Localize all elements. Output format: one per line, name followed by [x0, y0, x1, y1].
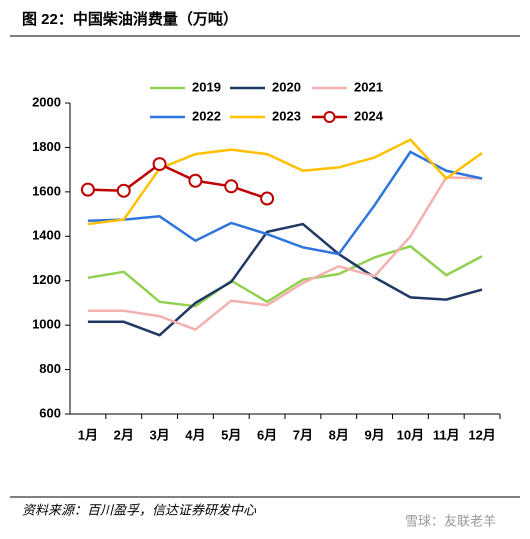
series-line — [87, 222, 483, 337]
point-marker — [224, 179, 239, 194]
series-line — [87, 244, 483, 308]
point-marker — [188, 173, 203, 188]
x-tick-label: 8月 — [329, 427, 349, 442]
series-line — [87, 176, 483, 332]
series-line — [87, 162, 268, 200]
y-tick-label: 1000 — [32, 317, 61, 332]
y-tick-label: 2000 — [32, 94, 61, 109]
x-tick-label: 2月 — [114, 427, 134, 442]
series-line — [87, 138, 483, 226]
legend-label: 2024 — [354, 108, 384, 123]
source: 资料来源：百川盈孚，信达证券研发中心 — [22, 502, 257, 517]
y-tick-label: 1600 — [32, 183, 61, 198]
y-tick-label: 800 — [39, 361, 61, 376]
legend-label: 2023 — [272, 108, 301, 123]
legend-label: 2022 — [192, 108, 221, 123]
x-tick-label: 5月 — [221, 427, 241, 442]
x-tick-label: 7月 — [293, 427, 313, 442]
point-marker — [260, 191, 275, 206]
y-tick-label: 1800 — [32, 139, 61, 154]
watermark: 雪球：友联老羊 — [405, 513, 496, 528]
x-tick-label: 10月 — [397, 427, 424, 442]
x-tick-label: 6月 — [257, 427, 277, 442]
x-tick-label: 3月 — [149, 427, 169, 442]
point-marker — [80, 182, 95, 197]
x-tick-label: 12月 — [468, 427, 495, 442]
x-tick-label: 9月 — [364, 427, 384, 442]
series-line — [87, 150, 483, 256]
legend-label: 2019 — [192, 79, 221, 94]
y-tick-label: 1200 — [32, 272, 61, 287]
legend-label: 2021 — [354, 79, 383, 94]
point-marker — [152, 157, 167, 172]
x-tick-label: 1月 — [78, 427, 98, 442]
y-tick-label: 600 — [39, 405, 61, 420]
x-tick-label: 4月 — [185, 427, 205, 442]
chart-title: 图 22：中国柴油消费量（万吨） — [22, 10, 238, 28]
x-tick-label: 11月 — [433, 427, 460, 442]
y-tick-label: 1400 — [32, 228, 61, 243]
legend-label: 2020 — [272, 79, 301, 94]
legend-marker — [323, 111, 336, 123]
point-marker — [116, 183, 131, 198]
